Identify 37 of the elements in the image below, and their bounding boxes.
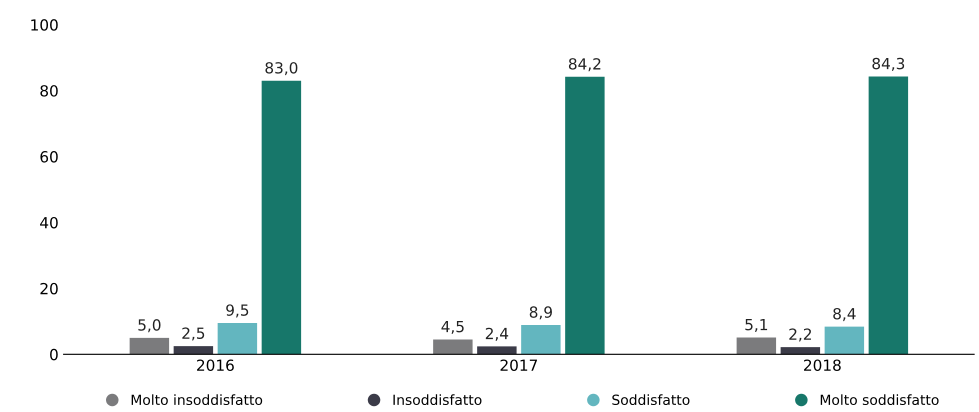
y-tick-label: 20	[40, 282, 58, 294]
bar	[174, 346, 214, 354]
x-tick-label: 2016	[197, 359, 234, 372]
bar	[868, 76, 908, 354]
y-tick-label: 100	[31, 19, 58, 31]
x-tick-label: 2018	[804, 359, 841, 372]
bar	[824, 326, 864, 354]
bar	[262, 80, 302, 354]
bar	[521, 324, 561, 354]
data-label: 9,5	[226, 304, 248, 318]
data-label: 2,5	[182, 327, 204, 341]
legend-label: Soddisfatto	[612, 394, 690, 406]
bar	[130, 338, 170, 354]
y-tick-label: 40	[40, 216, 58, 228]
data-label: 2,2	[789, 328, 811, 342]
data-label: 84,3	[872, 58, 904, 71]
legend-label: Molto insoddisfatto	[132, 394, 262, 406]
data-label: 84,2	[568, 58, 600, 72]
data-label: 2,4	[486, 328, 508, 341]
bar	[477, 346, 517, 354]
legend-label: Insoddisfatto	[393, 394, 482, 406]
y-tick-label: 0	[50, 348, 58, 360]
legend-label: Molto soddisfatto	[820, 394, 939, 406]
data-label: 4,5	[441, 321, 464, 334]
data-label: 83,0	[265, 62, 298, 76]
data-label: 5,1	[745, 319, 768, 332]
bar	[433, 339, 473, 354]
y-tick-label: 80	[40, 85, 58, 97]
y-tick-label: 60	[40, 151, 58, 163]
bar	[736, 338, 776, 354]
data-label: 8,9	[530, 306, 552, 320]
data-label: 8,4	[833, 308, 856, 322]
bar	[218, 323, 258, 354]
bar	[780, 347, 820, 354]
x-tick-label: 2017	[500, 359, 538, 372]
data-label: 5,0	[138, 319, 161, 332]
bar	[565, 76, 605, 354]
